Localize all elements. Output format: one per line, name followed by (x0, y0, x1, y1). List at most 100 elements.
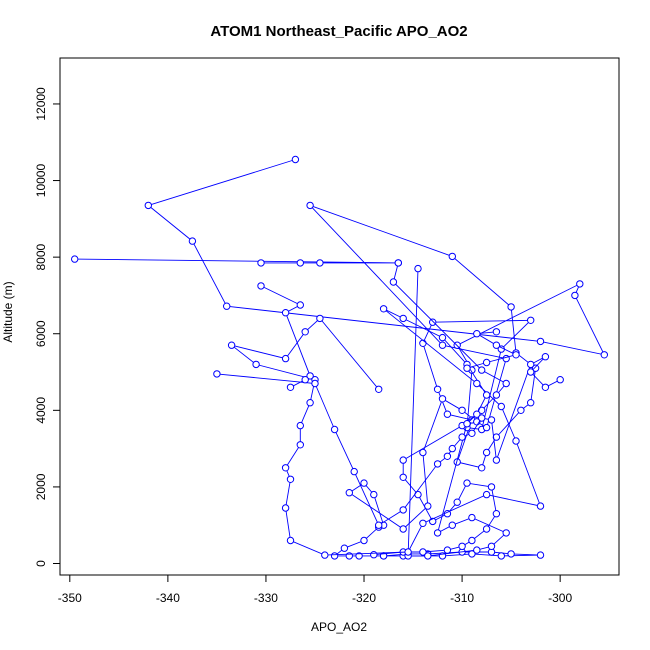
data-point (296, 441, 304, 449)
data-point (541, 383, 550, 391)
data-point (306, 201, 314, 210)
plot-area (71, 155, 608, 560)
x-tick-label: -310 (450, 591, 474, 605)
data-point (433, 385, 442, 393)
data-point (429, 318, 437, 326)
data-point (433, 529, 442, 537)
data-point (286, 536, 295, 545)
data-point (507, 303, 515, 311)
x-tick-label: -330 (254, 591, 278, 605)
data-point (478, 366, 486, 374)
data-point (541, 353, 550, 361)
data-point (360, 536, 368, 545)
data-point (370, 551, 378, 559)
data-point (213, 370, 221, 378)
data-point (556, 376, 564, 384)
data-point (536, 502, 545, 510)
data-point (286, 475, 295, 483)
data-point (252, 360, 260, 369)
y-tick-label: 0 (34, 560, 48, 567)
data-point (438, 395, 447, 403)
data-point (527, 368, 535, 376)
data-point (350, 467, 358, 476)
x-tick-label: -300 (548, 591, 572, 605)
y-tick-label: 10000 (34, 164, 48, 198)
data-point (296, 301, 304, 309)
y-axis-label: Altitude (m) (1, 281, 15, 342)
data-point (482, 358, 491, 367)
data-point (281, 504, 290, 512)
data-point (223, 302, 231, 310)
x-tick-label: -350 (58, 591, 82, 605)
data-point (478, 464, 486, 472)
data-point (448, 521, 456, 529)
data-point (507, 550, 515, 558)
data-point (482, 391, 491, 399)
y-tick-label: 6000 (34, 320, 48, 347)
x-axis: -350 -340 -330 -320 -310 -300 (58, 574, 572, 605)
data-point (286, 383, 295, 391)
data-point (536, 551, 545, 559)
data-point (463, 364, 471, 372)
data-point (375, 521, 383, 529)
data-point (448, 252, 456, 261)
data-point (497, 402, 505, 411)
data-point (301, 328, 309, 336)
data-point (419, 448, 427, 457)
data-point (227, 341, 236, 349)
data-point (502, 529, 510, 537)
y-tick-label: 8000 (34, 243, 48, 270)
data-point (482, 448, 491, 457)
data-point (492, 510, 501, 518)
data-point (576, 280, 584, 288)
data-point (512, 437, 520, 445)
data-point (316, 259, 324, 267)
data-point (399, 525, 407, 533)
data-point (468, 513, 476, 522)
data-point (330, 425, 339, 434)
data-point (296, 421, 304, 430)
y-axis: 0 2000 4000 6000 8000 10000 12000 (34, 87, 61, 567)
data-point (482, 525, 491, 533)
x-tick-label: -320 (352, 591, 376, 605)
data-point (531, 364, 540, 372)
data-point (281, 354, 290, 363)
data-point (433, 460, 442, 468)
data-point (571, 291, 579, 300)
data-point (453, 498, 461, 506)
data-point (301, 376, 309, 384)
data-point (512, 351, 520, 359)
data-point (482, 423, 491, 432)
data-point (487, 542, 496, 550)
data-point (306, 372, 314, 380)
data-point (424, 552, 432, 560)
data-point (71, 255, 79, 263)
data-point (502, 379, 510, 388)
data-point (399, 473, 407, 481)
y-tick-label: 12000 (34, 87, 48, 121)
data-point (360, 479, 368, 487)
data-point (394, 259, 402, 267)
data-point (443, 546, 452, 554)
data-point (468, 536, 476, 545)
x-tick-label: -340 (156, 591, 180, 605)
data-point (463, 479, 471, 487)
data-point (492, 328, 501, 336)
data-point (321, 551, 329, 559)
data-point (257, 259, 265, 267)
chart-title: ATOM1 Northeast_Pacific APO_AO2 (210, 23, 467, 40)
data-point (144, 201, 153, 210)
data-point (419, 339, 427, 347)
data-point (458, 433, 466, 441)
data-point (478, 414, 486, 422)
data-point (527, 399, 535, 407)
y-tick-label: 2000 (34, 473, 48, 500)
data-point (370, 490, 378, 499)
data-point (482, 490, 491, 499)
data-point (458, 542, 466, 550)
data-point (345, 489, 353, 497)
data-point (492, 456, 501, 464)
data-point (473, 330, 481, 338)
